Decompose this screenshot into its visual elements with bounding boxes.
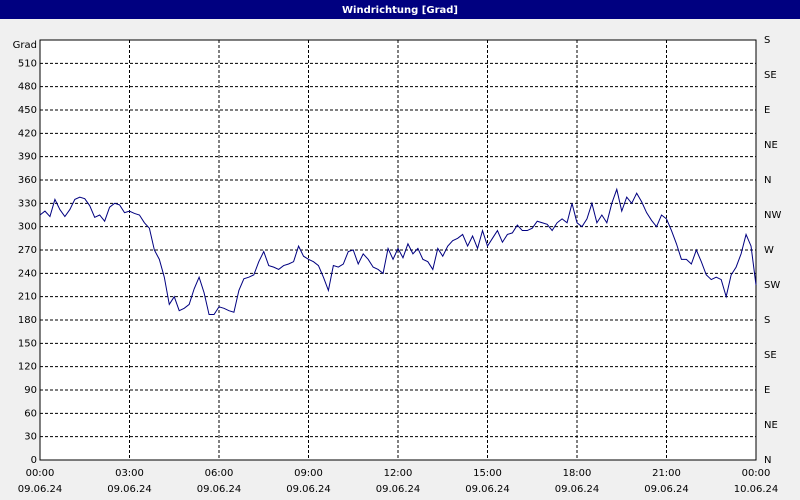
x-tick-label: 09:00 [294, 468, 323, 479]
y2-tick-label: W [764, 245, 774, 256]
y2-tick-label: NE [764, 420, 778, 431]
x-tick-date: 09.06.24 [197, 484, 242, 495]
x-tick-label: 15:00 [473, 468, 502, 479]
y-tick-label: 270 [18, 245, 37, 256]
y-tick-label: 510 [18, 58, 37, 69]
y2-tick-label: S [764, 315, 770, 326]
y2-tick-label: N [764, 455, 771, 466]
x-tick-label: 12:00 [384, 468, 413, 479]
x-tick-date: 09.06.24 [644, 484, 689, 495]
y-tick-label: 30 [24, 432, 37, 443]
x-tick-date: 09.06.24 [465, 484, 510, 495]
y-tick-label: 300 [18, 222, 37, 233]
y-tick-label: 180 [18, 315, 37, 326]
x-tick-label: 00:00 [26, 468, 55, 479]
title-bar [0, 0, 800, 19]
data-line [39, 187, 757, 316]
y2-tick-label: NW [764, 210, 781, 221]
plot-border [39, 39, 757, 461]
chart-title: Windrichtung [Grad] [342, 5, 458, 16]
y2-tick-label: SW [764, 280, 780, 291]
x-tick-label: 21:00 [652, 468, 681, 479]
y-tick-label: 450 [18, 105, 37, 116]
y-tick-label: 480 [18, 82, 37, 93]
y2-tick-label: SE [764, 70, 777, 81]
y-tick-label: 390 [18, 152, 37, 163]
x-tick-label: 03:00 [115, 468, 144, 479]
y2-tick-label: SE [764, 350, 777, 361]
x-tick-date: 09.06.24 [555, 484, 600, 495]
y-tick-label: 210 [18, 292, 37, 303]
y2-tick-label: S [764, 35, 770, 46]
y-tick-label: 0 [31, 455, 37, 466]
y-tick-label: 60 [24, 408, 37, 419]
x-tick-label: 18:00 [563, 468, 592, 479]
x-tick-date: 10.06.24 [734, 484, 779, 495]
x-tick-date: 09.06.24 [18, 484, 63, 495]
y2-tick-label: NE [764, 140, 778, 151]
y-tick-label: 90 [24, 385, 37, 396]
y2-tick-label: E [764, 105, 770, 116]
x-tick-date: 09.06.24 [286, 484, 331, 495]
x-tick-label: 00:00 [742, 468, 771, 479]
x-tick-date: 09.06.24 [107, 484, 152, 495]
y2-tick-label: N [764, 175, 771, 186]
y-tick-label: 240 [18, 268, 37, 279]
x-tick-date: 09.06.24 [376, 484, 421, 495]
y-tick-label: 330 [18, 198, 37, 209]
x-tick-label: 06:00 [205, 468, 234, 479]
y-axis-label: Grad [13, 40, 37, 51]
y-tick-label: 150 [18, 338, 37, 349]
y2-tick-label: E [764, 385, 770, 396]
y-tick-label: 420 [18, 128, 37, 139]
y-tick-label: 120 [18, 362, 37, 373]
y-tick-label: 360 [18, 175, 37, 186]
